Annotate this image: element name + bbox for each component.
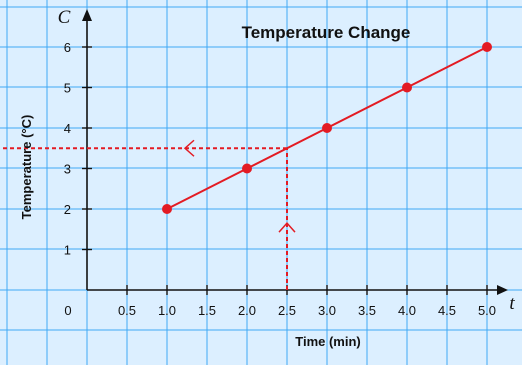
data-point (402, 82, 412, 93)
y-axis-arrowhead (82, 9, 92, 21)
y-tick-label: 2 (64, 202, 71, 217)
x-tick-label: 0.5 (118, 303, 136, 318)
axes (82, 9, 508, 295)
x-tick-label: 1.5 (198, 303, 216, 318)
y-tick-label: 1 (64, 243, 71, 258)
x-axis-arrowhead (497, 285, 508, 295)
annotations (0, 139, 296, 290)
up-arrow-icon (278, 221, 296, 233)
y-tick-label: 4 (64, 121, 71, 136)
x-axis-label: Time (min) (295, 334, 361, 349)
x-tick-label: 2.5 (278, 303, 296, 318)
x-tick-label: 1.0 (158, 303, 176, 318)
data-point (482, 42, 492, 52)
y-axis-label: Temperature (°C) (19, 115, 34, 220)
x-tick-label: 5.0 (478, 303, 496, 318)
y-tick-label: 5 (64, 81, 71, 96)
data-series (162, 42, 492, 214)
y-tick-label: 6 (64, 40, 71, 55)
data-point (322, 123, 332, 133)
x-tick-label: 3.5 (358, 303, 376, 318)
data-point (242, 163, 252, 174)
left-arrow-icon (183, 139, 195, 157)
x-axis-variable: t (509, 293, 515, 314)
x-tick-label: 3.0 (318, 303, 336, 318)
tick-labels: 0.5 1.0 1.5 2.0 2.5 3.0 3.5 4.0 4.5 5.0 1 2 3 4 5 6 (64, 40, 496, 318)
data-point (162, 204, 172, 214)
x-tick-label: 4.5 (438, 303, 456, 318)
y-tick-label: 3 (64, 162, 71, 177)
x-tick-label: 2.0 (238, 303, 256, 318)
origin-label: 0 (64, 303, 71, 318)
chart-title: Temperature Change (242, 23, 411, 42)
x-tick-label: 4.0 (398, 303, 416, 318)
y-axis-variable: C (58, 7, 71, 28)
